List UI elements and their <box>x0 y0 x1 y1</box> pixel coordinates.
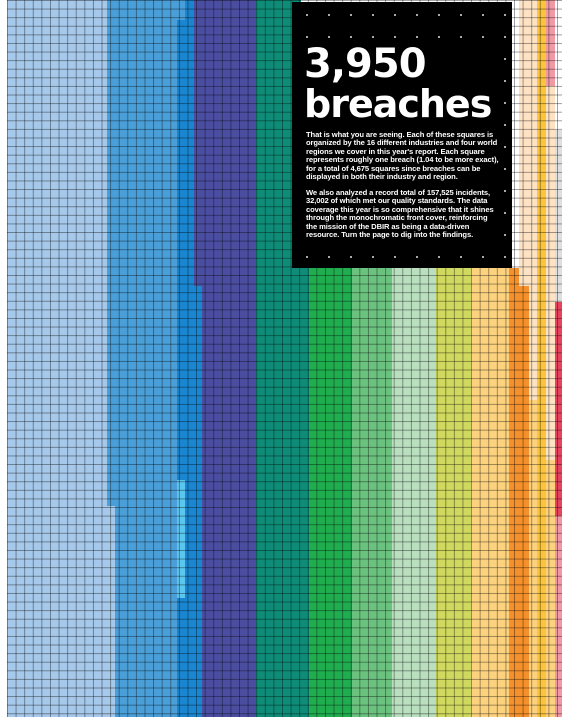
headline-label: breaches <box>304 82 492 126</box>
band-red-edge <box>555 302 562 516</box>
band-mid-blue-notch <box>177 0 185 20</box>
band-white-edge <box>555 0 562 130</box>
band-bright-blue-step <box>194 286 202 717</box>
band-pink-edge <box>555 516 562 717</box>
band-orange-right <box>519 286 529 717</box>
band-yellow <box>537 0 546 717</box>
band-gray-edge <box>555 130 562 302</box>
band-light-blue <box>7 0 107 717</box>
breach-count: 3,950 <box>304 41 427 87</box>
band-peach-right <box>529 400 537 717</box>
band-pink-top <box>546 0 555 86</box>
band-lime <box>436 268 471 717</box>
band-bright-blue <box>177 0 194 717</box>
band-peach-col <box>546 86 555 460</box>
intro-paragraph: That is what you are seeing. Each of the… <box>306 130 499 182</box>
band-cyan-accent <box>177 480 185 598</box>
band-peach <box>471 268 509 717</box>
band-pale-green <box>392 268 436 717</box>
band-mid-blue <box>107 0 177 506</box>
headline-box: 3,950 breaches That is what you are seei… <box>292 2 512 268</box>
band-pale-peach-mid <box>529 0 537 717</box>
band-mid-blue-lower <box>115 506 177 717</box>
band-green <box>309 268 352 717</box>
band-peach-col-lower <box>546 460 555 717</box>
band-indigo <box>194 0 256 717</box>
incidents-paragraph: We also analyzed a record total of 157,5… <box>306 188 494 240</box>
band-pale-peach-top <box>519 0 529 286</box>
breach-mosaic <box>7 0 562 717</box>
band-light-blue-step <box>107 506 115 717</box>
band-teal-lower <box>301 268 309 717</box>
dot-pattern <box>292 2 512 268</box>
band-mid-green <box>352 268 392 717</box>
band-orange <box>509 268 519 717</box>
